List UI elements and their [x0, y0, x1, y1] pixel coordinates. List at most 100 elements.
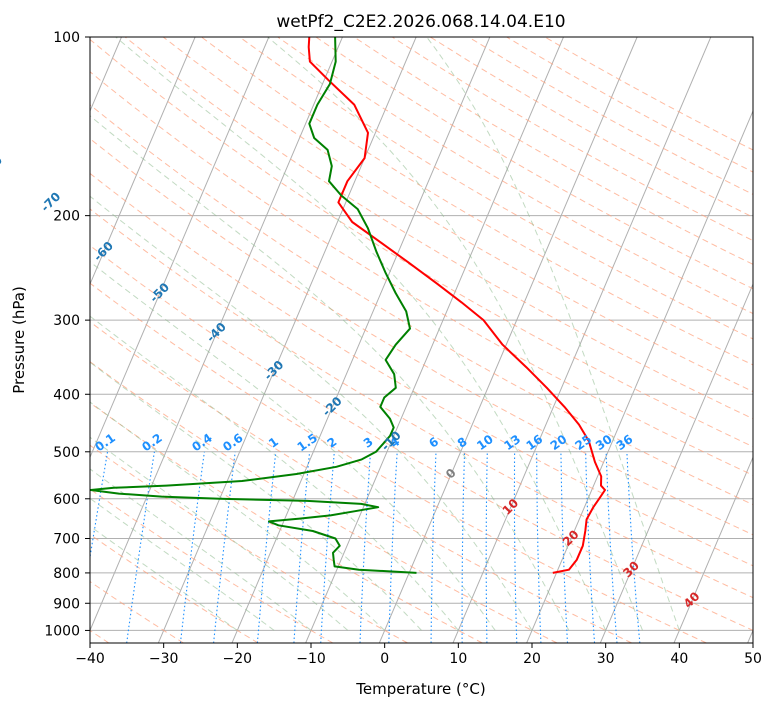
chart-title: wetPf2_C2E2.2026.068.14.04.E10 — [276, 12, 565, 32]
y-tick-label: 600 — [53, 492, 80, 508]
mixing-ratio-line — [585, 451, 596, 643]
profile-layer — [90, 37, 606, 574]
mixing-ratio-line — [513, 451, 518, 643]
mixing-ratio-line — [605, 451, 618, 643]
y-tick-label: 100 — [53, 30, 80, 46]
isotherm-gridline — [231, 37, 491, 643]
adiabat-label: -20 — [320, 394, 345, 419]
mixing-ratio-line — [461, 451, 466, 643]
x-tick-label: 0 — [380, 651, 389, 667]
dry-adiabat — [391, 37, 753, 242]
x-tick-label: −20 — [223, 651, 253, 667]
auxiliary-lines — [90, 37, 753, 643]
mixing-ratio-label: 0.2 — [139, 431, 164, 455]
mixing-ratio-label: 6 — [426, 434, 441, 450]
mixing-ratio-label: 0.1 — [92, 431, 117, 455]
moist-adiabat — [90, 525, 238, 631]
adiabat-labels: 0.10.20.40.611.52346810131620253036-100-… — [0, 153, 703, 611]
x-tick-label: 40 — [670, 651, 688, 667]
mixing-ratio-line — [359, 451, 372, 643]
adiabat-label: -80 — [0, 153, 5, 178]
y-tick-label: 900 — [53, 596, 80, 612]
isotherm-gridline — [599, 282, 753, 643]
mixing-ratio-line — [485, 451, 488, 643]
dry-adiabat — [90, 488, 334, 643]
x-tick-label: −10 — [296, 651, 326, 667]
dry-adiabat — [90, 361, 558, 643]
dry-adiabat — [506, 37, 753, 173]
isotherm-gridline — [747, 629, 753, 643]
y-tick-label: 1000 — [44, 623, 80, 639]
dry-adiabat — [90, 104, 753, 506]
isotherm-gridline — [157, 37, 417, 643]
y-tick-label: 200 — [53, 209, 80, 225]
dry-adiabat — [124, 37, 753, 420]
dry-adiabat — [430, 37, 753, 218]
temperature-profile — [307, 37, 606, 574]
mixing-ratio-label: 13 — [501, 432, 523, 453]
moist-adiabat — [90, 261, 496, 631]
isotherm-gridline — [378, 37, 638, 643]
dry-adiabat — [90, 282, 707, 643]
mixing-ratio-line — [626, 451, 641, 643]
dewpoint-profile — [90, 37, 417, 574]
adiabat-label: 30 — [620, 558, 642, 580]
x-tick-label: −40 — [75, 651, 105, 667]
dry-adiabat — [277, 37, 753, 315]
mixing-ratio-label: 1.5 — [295, 431, 320, 455]
isotherm-gridline — [526, 109, 753, 643]
x-tick-label: 30 — [597, 651, 615, 667]
mixing-ratio-line — [179, 451, 205, 643]
mixing-ratio-line — [388, 451, 398, 643]
y-tick-label: 300 — [53, 313, 80, 329]
isotherm-gridline — [673, 456, 753, 643]
y-tick-label: 700 — [53, 532, 80, 548]
mixing-ratio-line — [560, 451, 569, 643]
mixing-ratio-label: 30 — [593, 432, 615, 453]
x-axis-label: Temperature (°C) — [355, 680, 485, 698]
mixing-ratio-line — [256, 451, 277, 643]
dry-adiabat — [239, 37, 753, 340]
x-tick-label: 10 — [449, 651, 467, 667]
y-tick-label: 800 — [53, 566, 80, 582]
dry-adiabat — [90, 321, 632, 643]
dry-adiabat — [162, 37, 753, 393]
y-axis-label: Pressure (hPa) — [10, 286, 28, 394]
mixing-ratio-line — [430, 451, 437, 643]
dry-adiabat — [90, 402, 483, 643]
moist-adiabat — [90, 361, 422, 631]
adiabat-label: -10 — [379, 428, 404, 453]
dry-adiabat — [90, 172, 753, 567]
plot-frame — [89, 36, 754, 644]
x-tick-label: 20 — [523, 651, 541, 667]
moist-adiabat — [90, 436, 349, 631]
adiabat-label: -50 — [147, 280, 172, 305]
adiabat-label: -40 — [204, 320, 229, 345]
x-tick-label: −30 — [149, 651, 179, 667]
isotherm-gridline — [90, 37, 196, 286]
adiabat-label: -60 — [91, 239, 116, 264]
adiabat-label: -30 — [261, 358, 286, 383]
moist-adiabat — [267, 37, 643, 631]
mixing-ratio-label: 20 — [548, 432, 570, 453]
isotherm-gridline — [90, 37, 343, 632]
dry-adiabat — [90, 71, 753, 476]
isotherm-gridline — [90, 37, 270, 459]
y-tick-label: 400 — [53, 387, 80, 403]
moist-adiabat — [90, 315, 459, 631]
dry-adiabat — [90, 138, 753, 536]
mixing-ratio-line — [213, 451, 236, 643]
y-tick-label: 500 — [53, 445, 80, 461]
mixing-ratio-label: 3 — [361, 434, 376, 450]
mixing-ratio-label: 0.4 — [189, 431, 214, 455]
x-tick-label: 50 — [744, 651, 762, 667]
mixing-ratio-label: 2 — [325, 434, 340, 450]
mixing-ratio-label: 10 — [474, 432, 496, 453]
moist-adiabat — [90, 468, 312, 631]
mixing-ratio-label: 0.6 — [220, 431, 245, 455]
dry-adiabat — [90, 533, 259, 643]
moist-adiabat — [115, 37, 607, 631]
adiabat-label: 0 — [443, 466, 459, 482]
moist-adiabat — [426, 37, 680, 631]
